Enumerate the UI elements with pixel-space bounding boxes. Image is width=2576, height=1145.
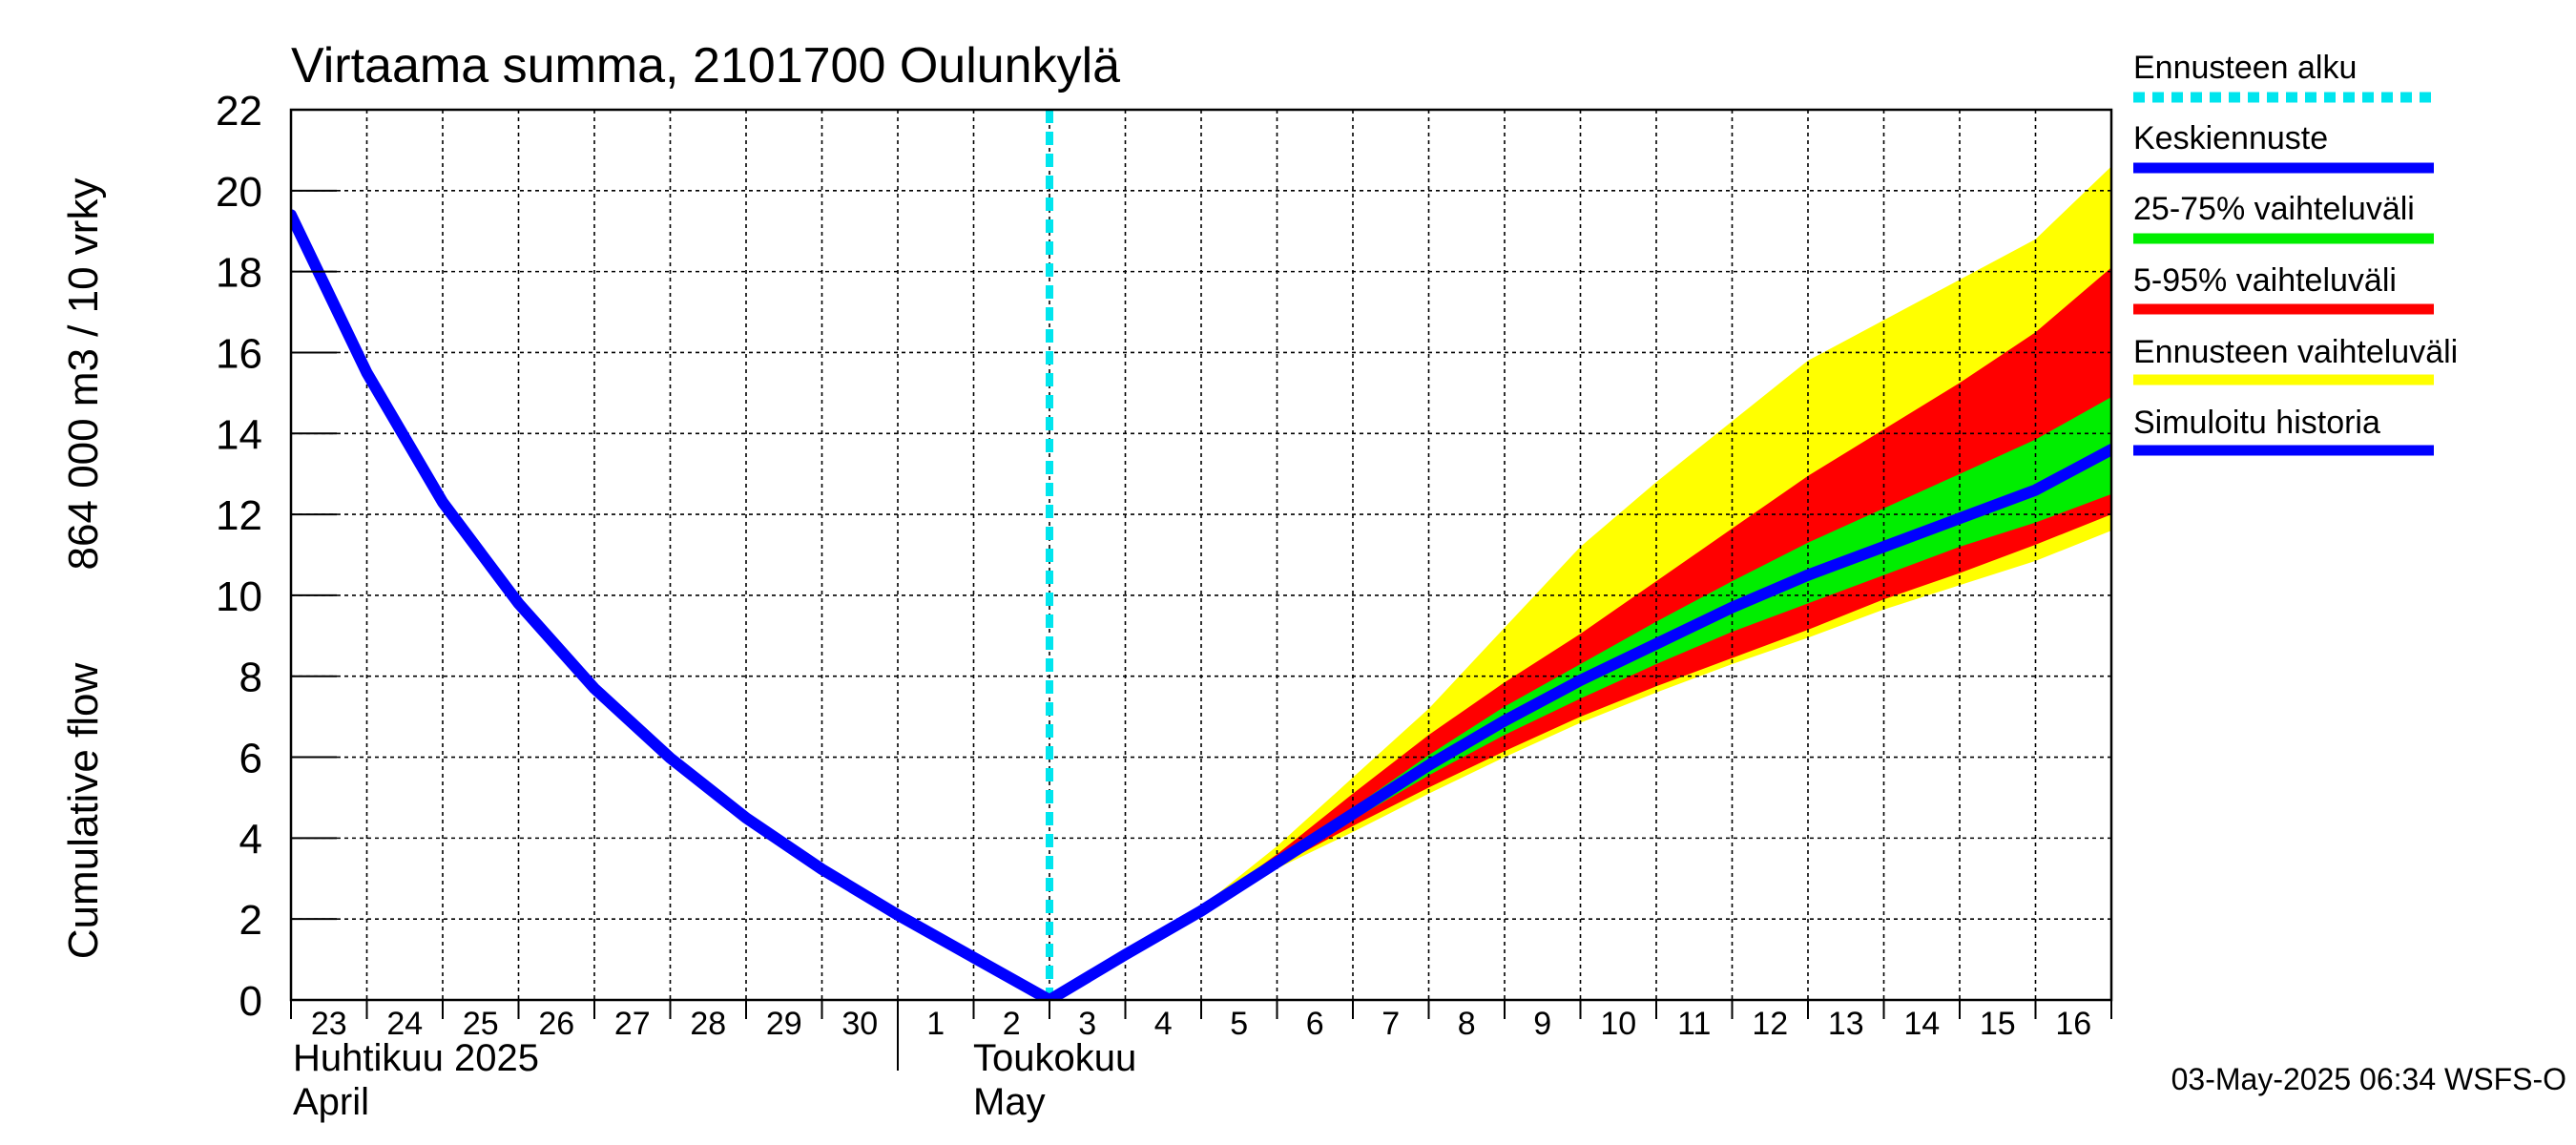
x-tick-label: 29: [766, 1006, 802, 1042]
x-tick-label: 11: [1677, 1006, 1711, 1042]
y-tick-label: 18: [216, 250, 262, 297]
y-tick-label: 8: [239, 655, 262, 701]
y-axis-label-top: 864 000 m3 / 10 vrky: [60, 178, 107, 571]
legend-label: 25-75% vaihteluväli: [2133, 191, 2415, 227]
x-tick-label: 25: [463, 1006, 499, 1042]
x-tick-label: 12: [1752, 1006, 1788, 1042]
x-tick-label: 10: [1600, 1006, 1636, 1042]
x-tick-label: 8: [1458, 1006, 1476, 1042]
month-label-april-fi: Huhtikuu 2025: [293, 1037, 539, 1079]
chart-title: Virtaama summa, 2101700 Oulunkylä: [291, 38, 1120, 94]
legend-label: Keskiennuste: [2133, 120, 2328, 156]
x-tick-label: 6: [1306, 1006, 1324, 1042]
timestamp-footer: 03-May-2025 06:34 WSFS-O: [2171, 1062, 2566, 1096]
x-tick-label: 24: [386, 1006, 423, 1042]
x-tick-label: 7: [1381, 1006, 1400, 1042]
history-line: [291, 209, 1055, 1000]
y-tick-label: 10: [216, 573, 262, 620]
y-tick-label: 14: [216, 411, 262, 458]
y-tick-label: 20: [216, 169, 262, 216]
x-tick-label: 26: [538, 1006, 574, 1042]
x-tick-label: 27: [614, 1006, 651, 1042]
legend-label: 5-95% vaihteluväli: [2133, 262, 2397, 299]
y-tick-label: 12: [216, 492, 262, 539]
x-tick-label: 3: [1078, 1006, 1096, 1042]
plot-content: [291, 110, 2111, 1000]
median-forecast-line: [1044, 444, 2111, 1000]
month-label-may-fi: Toukokuu: [973, 1037, 1136, 1079]
y-tick-label: 22: [216, 88, 262, 135]
x-tick-label: 16: [2055, 1006, 2091, 1042]
x-tick-label: 30: [841, 1006, 878, 1042]
y-tick-label: 4: [239, 816, 262, 863]
y-axis-label-bottom: Cumulative flow: [60, 663, 107, 960]
y-tick-label: 2: [239, 897, 262, 944]
x-tick-label: 15: [1980, 1006, 2016, 1042]
x-tick-label: 1: [926, 1006, 945, 1042]
y-tick-label: 6: [239, 736, 262, 782]
legend-label: Ennusteen alku: [2133, 50, 2357, 86]
y-tick-label: 16: [216, 330, 262, 377]
x-tick-label: 28: [690, 1006, 726, 1042]
x-tick-label: 13: [1828, 1006, 1864, 1042]
x-tick-label: 9: [1533, 1006, 1551, 1042]
x-tick-label: 4: [1154, 1006, 1173, 1042]
x-tick-label: 5: [1230, 1006, 1248, 1042]
x-tick-label: 14: [1903, 1006, 1940, 1042]
legend-label: Ennusteen vaihteluväli: [2133, 334, 2458, 370]
x-tick-label: 2: [1003, 1006, 1021, 1042]
legend: Ennusteen alku Keskiennuste 25-75% vaihtel…: [2133, 50, 2458, 456]
y-tick-label: 0: [239, 978, 262, 1025]
legend-label: Simuloitu historia: [2133, 405, 2380, 441]
x-tick-label: 23: [311, 1006, 347, 1042]
month-label-may-en: May: [973, 1081, 1046, 1123]
month-label-april-en: April: [293, 1081, 369, 1123]
plot-area: [291, 110, 2111, 1000]
